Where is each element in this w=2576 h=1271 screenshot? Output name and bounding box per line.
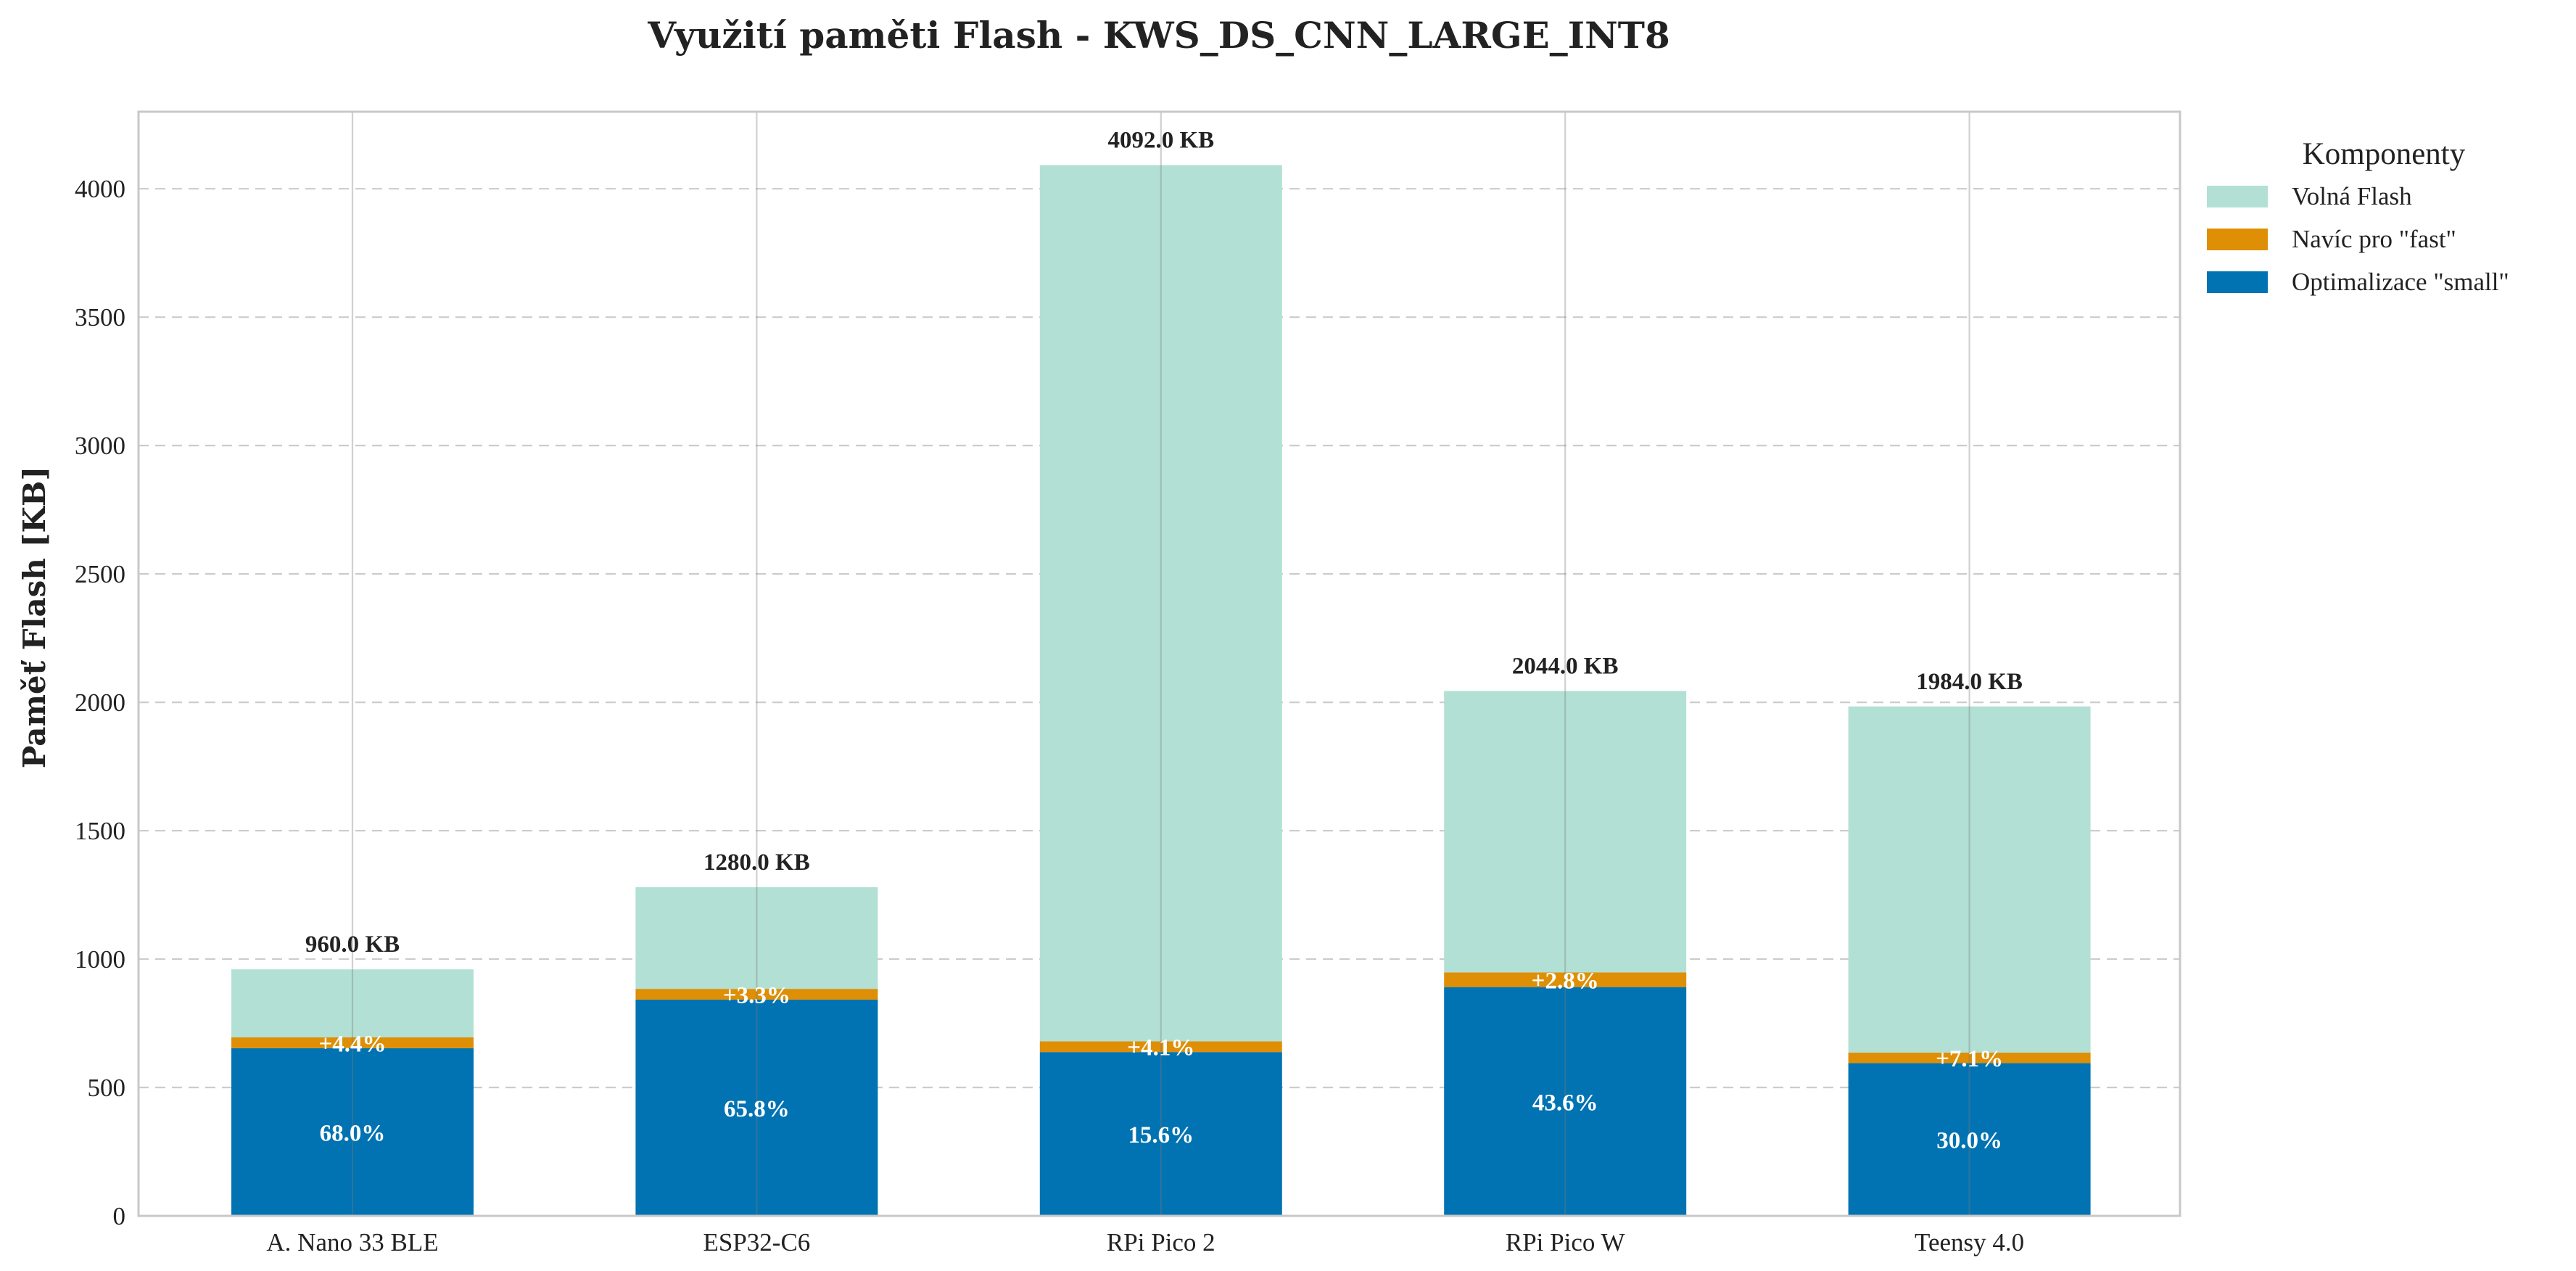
x-tick-label: ESP32-C6	[703, 1228, 810, 1256]
bar-segment-fast	[1848, 1052, 2091, 1064]
y-tick-label: 2000	[75, 688, 125, 717]
y-axis-label: Paměť Flash [KB]	[17, 466, 52, 768]
small-percent-label: 30.0%	[1936, 1128, 2002, 1154]
bar-segment-free	[231, 969, 474, 1038]
x-tick-label: Teensy 4.0	[1915, 1228, 2024, 1256]
bar-segment-free	[1444, 691, 1687, 973]
bar-segment-small	[1039, 1052, 1282, 1216]
total-label: 960.0 KB	[305, 931, 400, 958]
fast-percent-label: +2.8%	[1532, 968, 1599, 995]
y-tick-label: 3000	[75, 432, 125, 460]
bar-segment-fast	[231, 1037, 474, 1048]
bar-segment-small	[1444, 987, 1687, 1216]
fast-percent-label: +4.1%	[1127, 1035, 1194, 1061]
plot-area: 0 500 1000 1500 2000 2500 3000 3500 4000 68.0% +4.…	[75, 110, 2181, 1256]
legend-swatch	[2207, 229, 2268, 250]
small-percent-label: 68.0%	[320, 1120, 386, 1146]
small-percent-label: 65.8%	[724, 1096, 790, 1122]
y-tick-label: 1000	[75, 945, 125, 974]
legend-entry: Optimalizace "small"	[2292, 268, 2509, 296]
total-label: 1280.0 KB	[703, 850, 810, 876]
legend-swatch	[2207, 271, 2268, 293]
fast-percent-label: +3.3%	[723, 983, 790, 1009]
legend-entry: Navíc pro "fast"	[2292, 225, 2456, 253]
bar-segment-small	[1848, 1063, 2091, 1216]
small-percent-label: 43.6%	[1532, 1090, 1598, 1116]
total-label: 4092.0 KB	[1107, 128, 1214, 154]
total-label: 2044.0 KB	[1512, 654, 1619, 680]
legend-title: Komponenty	[2303, 137, 2466, 171]
small-percent-label: 15.6%	[1128, 1122, 1194, 1148]
legend-swatch	[2207, 186, 2268, 207]
bar-segment-small	[231, 1048, 474, 1216]
y-tick-label: 4000	[75, 175, 125, 203]
y-tick-label: 3500	[75, 303, 125, 332]
bar-segment-free	[1848, 706, 2091, 1053]
y-tick-label: 1500	[75, 817, 125, 845]
y-tick-label: 0	[113, 1202, 126, 1230]
bar-segment-fast	[1039, 1041, 1282, 1053]
plot-border	[137, 110, 2181, 1217]
x-tick-label: RPi Pico 2	[1107, 1228, 1215, 1256]
bar-segment-small	[635, 999, 878, 1216]
bar-segment-free	[1039, 165, 1282, 1042]
fast-percent-label: +4.4%	[318, 1031, 386, 1057]
legend-entry: Volná Flash	[2292, 182, 2412, 210]
x-tick-label: A. Nano 33 BLE	[266, 1228, 438, 1256]
bar-segment-fast	[635, 989, 878, 1000]
fast-percent-label: +7.1%	[1936, 1046, 2003, 1072]
y-tick-label: 500	[88, 1074, 126, 1102]
x-tick-label: RPi Pico W	[1506, 1228, 1625, 1256]
y-tick-label: 2500	[75, 560, 125, 588]
legend: Komponenty Volná Flash Navíc pro "fast" Op…	[2207, 137, 2509, 296]
bar-segment-free	[635, 887, 878, 990]
chart-title: Využití paměti Flash - KWS_DS_CNN_LARGE_…	[647, 14, 1670, 57]
total-label: 1984.0 KB	[1916, 669, 2023, 695]
bar-segment-fast	[1444, 972, 1687, 987]
